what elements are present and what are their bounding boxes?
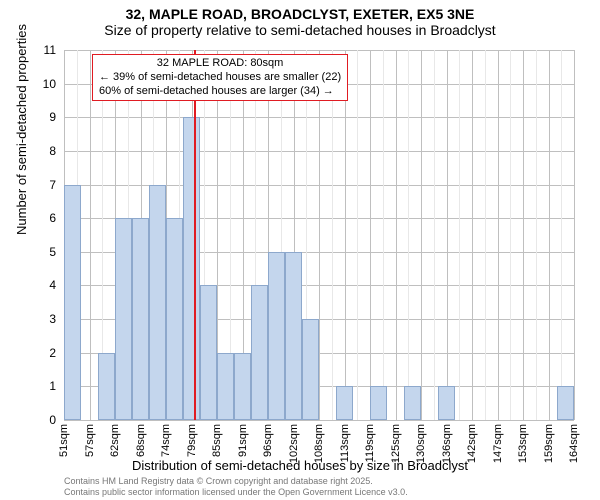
x-tick-label: 96sqm bbox=[262, 424, 274, 457]
x-tick-label: 62sqm bbox=[109, 424, 121, 457]
marker-annotation-line: 60% of semi-detached houses are larger (… bbox=[99, 85, 341, 99]
marker-line bbox=[194, 50, 196, 420]
gridline-v bbox=[90, 50, 91, 420]
histogram-bar bbox=[336, 386, 352, 420]
gridline-v bbox=[370, 50, 371, 420]
gridline-v-minor bbox=[357, 50, 358, 420]
histogram-bar bbox=[183, 117, 199, 420]
x-axis-label: Distribution of semi-detached houses by … bbox=[0, 458, 600, 473]
histogram-bar bbox=[268, 252, 284, 420]
gridline-v-minor bbox=[510, 50, 511, 420]
histogram-bar bbox=[132, 218, 148, 420]
x-tick-label: 79sqm bbox=[186, 424, 198, 457]
gridline-v bbox=[498, 50, 499, 420]
gridline-v-minor bbox=[536, 50, 537, 420]
y-tick-label: 2 bbox=[26, 346, 56, 360]
histogram-bar bbox=[115, 218, 131, 420]
x-tick-label: 85sqm bbox=[211, 424, 223, 457]
footer-line2: Contains public sector information licen… bbox=[64, 487, 408, 498]
histogram-bar bbox=[234, 353, 250, 420]
x-tick-label: 51sqm bbox=[58, 424, 70, 457]
histogram-bar bbox=[370, 386, 386, 420]
y-tick-label: 10 bbox=[26, 77, 56, 91]
page-title-line1: 32, MAPLE ROAD, BROADCLYST, EXETER, EX5 … bbox=[0, 6, 600, 22]
x-tick-label: 91sqm bbox=[237, 424, 249, 457]
gridline-v bbox=[421, 50, 422, 420]
gridline-v bbox=[472, 50, 473, 420]
marker-annotation-line: 32 MAPLE ROAD: 80sqm bbox=[99, 57, 341, 71]
y-tick-label: 4 bbox=[26, 278, 56, 292]
y-tick-label: 3 bbox=[26, 312, 56, 326]
y-tick-label: 6 bbox=[26, 211, 56, 225]
marker-annotation: 32 MAPLE ROAD: 80sqm← 39% of semi-detach… bbox=[92, 54, 348, 101]
gridline-v-minor bbox=[561, 50, 562, 420]
y-tick-label: 11 bbox=[26, 43, 56, 57]
gridline-v-minor bbox=[332, 50, 333, 420]
footer-line1: Contains HM Land Registry data © Crown c… bbox=[64, 476, 408, 487]
gridline-v-minor bbox=[459, 50, 460, 420]
gridline-v bbox=[574, 50, 575, 420]
histogram-bar bbox=[200, 285, 216, 420]
x-tick-label: 74sqm bbox=[160, 424, 172, 457]
histogram-bar bbox=[285, 252, 301, 420]
footer-attribution: Contains HM Land Registry data © Crown c… bbox=[64, 476, 408, 498]
histogram-bar bbox=[251, 285, 267, 420]
gridline-v bbox=[319, 50, 320, 420]
histogram-bar bbox=[64, 185, 80, 420]
chart-plot-area: 0123456789101151sqm57sqm62sqm68sqm74sqm7… bbox=[64, 50, 574, 420]
gridline-v bbox=[447, 50, 448, 420]
histogram-bar bbox=[166, 218, 182, 420]
gridline-v bbox=[396, 50, 397, 420]
gridline-v bbox=[523, 50, 524, 420]
y-tick-label: 7 bbox=[26, 178, 56, 192]
histogram-bar bbox=[98, 353, 114, 420]
gridline-h bbox=[64, 420, 574, 421]
marker-annotation-line: ← 39% of semi-detached houses are smalle… bbox=[99, 71, 341, 85]
gridline-v-minor bbox=[485, 50, 486, 420]
y-tick-label: 0 bbox=[26, 413, 56, 427]
histogram-bar bbox=[302, 319, 318, 420]
y-tick-label: 5 bbox=[26, 245, 56, 259]
histogram-bar bbox=[149, 185, 165, 420]
x-tick-label: 68sqm bbox=[135, 424, 147, 457]
histogram-bar bbox=[404, 386, 420, 420]
gridline-v bbox=[345, 50, 346, 420]
y-tick-label: 9 bbox=[26, 110, 56, 124]
histogram-bar bbox=[557, 386, 573, 420]
x-tick-label: 113sqm bbox=[339, 424, 351, 462]
y-tick-label: 1 bbox=[26, 379, 56, 393]
gridline-v-minor bbox=[434, 50, 435, 420]
gridline-v-minor bbox=[383, 50, 384, 420]
histogram-bar bbox=[438, 386, 454, 420]
x-tick-label: 57sqm bbox=[84, 424, 96, 457]
histogram-bar bbox=[217, 353, 233, 420]
gridline-v bbox=[549, 50, 550, 420]
page-title-line2: Size of property relative to semi-detach… bbox=[0, 22, 600, 38]
y-tick-label: 8 bbox=[26, 144, 56, 158]
gridline-v-minor bbox=[408, 50, 409, 420]
x-tick-label: 119sqm bbox=[364, 424, 376, 462]
